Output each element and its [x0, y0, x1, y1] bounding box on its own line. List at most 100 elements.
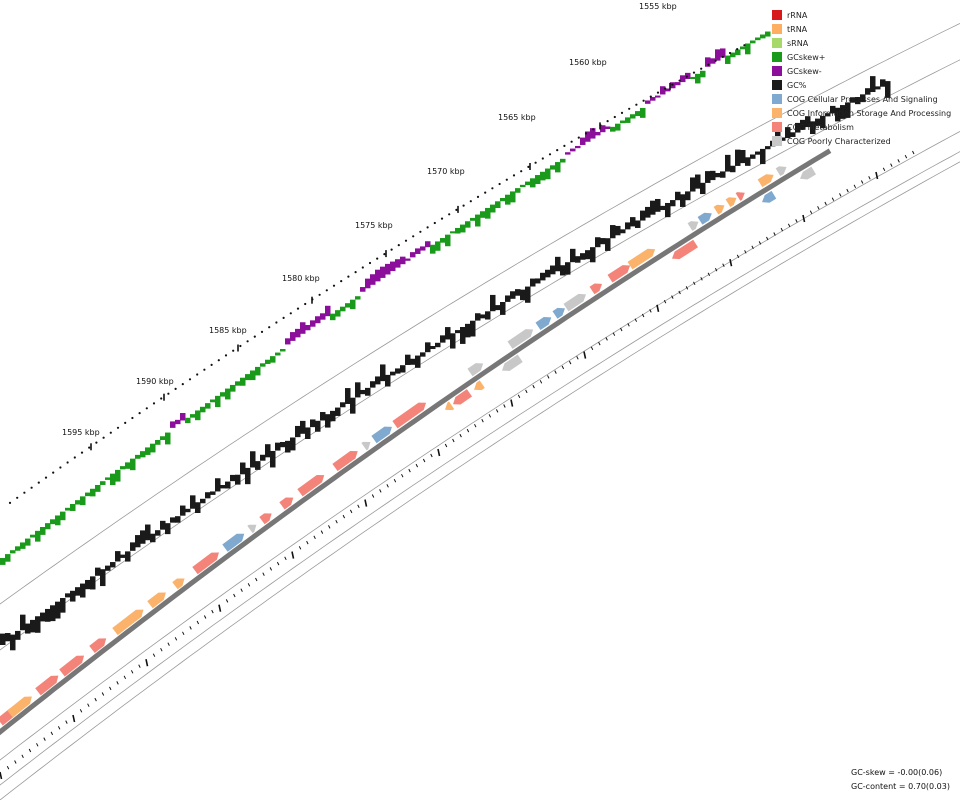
- gc-skew-pos-bar: [275, 352, 281, 356]
- inner-minor-tick: [714, 267, 718, 272]
- kbp-label-1590: 1590 kbp: [136, 377, 174, 386]
- gc-content-bar: [15, 630, 21, 640]
- inner-minor-tick: [890, 163, 893, 167]
- gc-content-bar: [640, 210, 646, 221]
- scale-dot: [592, 128, 595, 131]
- scale-dot: [145, 407, 148, 410]
- gene-forward: [371, 426, 392, 444]
- gc-skew-pos-bar: [95, 484, 101, 492]
- inner-minor-tick: [831, 197, 835, 201]
- gc-skew-pos-bar: [225, 388, 231, 400]
- inner-major-tick: [0, 771, 3, 780]
- gc-content-bar: [705, 171, 711, 183]
- scale-dot: [260, 330, 264, 333]
- gc-content-bar: [105, 565, 111, 571]
- gc-skew-pos-bar: [540, 171, 546, 181]
- gc-skew-pos-bar: [480, 211, 486, 218]
- gene-reverse: [502, 354, 523, 371]
- gc-skew-pos-bar: [505, 194, 511, 205]
- scale-dot: [556, 149, 559, 152]
- scale-dot: [570, 140, 573, 143]
- gc-skew-pos-bar: [20, 542, 26, 549]
- gc-content-bar: [545, 269, 551, 278]
- legend-swatch-gcskew-neg: [772, 66, 782, 76]
- gc-content-bar: [740, 149, 746, 164]
- scale-dot: [541, 157, 544, 160]
- gc-skew-pos-bar: [340, 306, 346, 312]
- scale-dot: [203, 368, 206, 371]
- scale-dot: [671, 83, 674, 86]
- gc-content-bar: [445, 327, 451, 340]
- scale-dot: [138, 412, 141, 415]
- gc-content-bar: [745, 157, 751, 166]
- gc-skew-pos-bar: [55, 515, 61, 526]
- gc-skew-pos-bar: [750, 40, 756, 44]
- scale-dot: [275, 321, 278, 324]
- gc-content-bar: [60, 598, 66, 613]
- inner-minor-tick: [21, 754, 24, 759]
- scale-dot: [196, 373, 199, 376]
- gene-forward-shape: [392, 402, 427, 429]
- gc-content-bar: [495, 305, 501, 311]
- gene-forward-shape: [552, 307, 565, 319]
- scale-dot: [44, 476, 48, 479]
- gene-forward-shape: [172, 578, 185, 590]
- inner-minor-tick: [795, 219, 798, 223]
- inner-minor-tick: [897, 159, 900, 163]
- gc-content-bar: [240, 462, 246, 475]
- gene-forward: [361, 441, 371, 451]
- gc-content-bar: [230, 474, 236, 482]
- scale-dot: [361, 266, 364, 269]
- scale-dot: [59, 466, 62, 469]
- gene-forward: [112, 609, 144, 636]
- gene-forward: [59, 655, 85, 677]
- gc-skew-pos-bar: [40, 526, 46, 535]
- gc-skew-pos-bar: [535, 175, 541, 185]
- gc-skew-pos-bar: [435, 241, 441, 251]
- scale-dot: [95, 441, 98, 444]
- gc-skew-neg-bar: [370, 274, 376, 285]
- legend-swatch-rrna: [772, 10, 782, 20]
- legend-item-gc-content: GC%: [772, 78, 951, 92]
- inner-minor-tick: [787, 223, 791, 228]
- gc-content-bar: [305, 427, 311, 439]
- scale-dot: [721, 55, 724, 59]
- gc-skew-neg-bar: [410, 252, 416, 258]
- gc-skew-pos-bar: [625, 117, 631, 123]
- gene-reverse: [762, 190, 777, 203]
- legend-item-cog-metabolism: COG Metabolism: [772, 120, 951, 134]
- gene-forward-shape: [35, 675, 59, 696]
- gene-reverse-shape: [445, 401, 455, 411]
- inner-minor-tick: [284, 556, 287, 561]
- inner-minor-tick: [276, 561, 280, 566]
- gc-skew-pos-bar: [695, 73, 701, 84]
- gene-forward-shape: [775, 166, 787, 177]
- gene-forward-shape: [589, 283, 603, 295]
- gc-content-bar: [370, 381, 376, 388]
- scale-dot: [188, 378, 192, 381]
- gene-reverse-shape: [474, 380, 485, 391]
- gc-content-bar: [215, 478, 221, 492]
- inner-major-tick: [218, 604, 222, 612]
- gc-content-bar: [270, 450, 276, 468]
- inner-minor-tick: [882, 167, 886, 172]
- gc-content-bar: [690, 177, 696, 192]
- gc-content-bar: [355, 382, 361, 398]
- gc-content-bar: [175, 516, 181, 523]
- gc-content-bar: [845, 102, 851, 118]
- gc-skew-neg-bar: [425, 241, 431, 248]
- scale-dot: [613, 115, 616, 119]
- gc-skew-neg-bar: [360, 287, 366, 292]
- gc-content-bar: [440, 335, 446, 343]
- gc-skew-pos-bar: [485, 207, 491, 219]
- kbp-tick-labels: 1555 kbp 1560 kbp 1565 kbp 1570 kbp 1575…: [62, 2, 677, 437]
- inner-minor-tick: [868, 176, 871, 180]
- inner-minor-tick: [663, 299, 667, 304]
- gene-forward: [247, 524, 257, 534]
- gc-skew-neg-bar: [580, 137, 586, 145]
- gc-content-bar: [750, 154, 756, 159]
- gc-skew-pos-bar: [330, 313, 336, 321]
- gc-content-bar: [120, 554, 126, 558]
- inner-minor-tick: [817, 206, 820, 210]
- gc-content-bar: [450, 333, 456, 349]
